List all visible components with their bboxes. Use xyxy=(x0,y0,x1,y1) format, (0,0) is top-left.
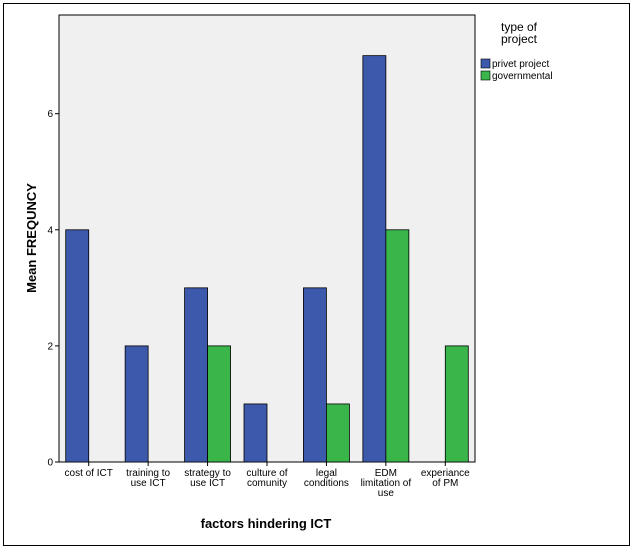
x-tick-label-line: limitation of xyxy=(361,478,412,489)
bar-privet-project xyxy=(303,287,327,463)
x-tick-label-line: use ICT xyxy=(131,478,166,489)
x-tick-label-line: EDM xyxy=(375,468,397,479)
x-tick-label-line: legal xyxy=(316,468,337,479)
x-tick-label: cost of ICT xyxy=(65,468,113,479)
bar-privet-project xyxy=(124,345,149,463)
bar-privet-project xyxy=(184,287,208,463)
bar-governmental xyxy=(444,345,469,463)
y-tick-label: 2 xyxy=(47,341,53,352)
y-tick-label: 6 xyxy=(47,109,53,120)
x-tick-label-line: culture of xyxy=(246,468,287,479)
legend-label: governmental xyxy=(492,71,553,82)
x-tick-label: experiance of PM xyxy=(421,468,470,489)
plot-area xyxy=(58,14,476,463)
bar-privet-project xyxy=(65,229,90,463)
bar-governmental xyxy=(326,403,350,463)
x-tick-label: culture of comunity xyxy=(246,468,287,489)
bar-governmental xyxy=(207,345,231,463)
x-tick-label-line: strategy to xyxy=(184,468,231,479)
x-tick-label: strategy to use ICT xyxy=(184,468,231,489)
legend-title: project xyxy=(501,32,538,46)
y-tick-label: 0 xyxy=(47,458,53,469)
y-axis-title: Mean FREQUNCY xyxy=(24,183,39,293)
x-tick-label-line: conditions xyxy=(304,478,349,489)
x-tick-label-line: experiance xyxy=(421,468,470,479)
x-axis-title: factors hindering ICT xyxy=(201,516,332,531)
legend-label: privet project xyxy=(492,59,549,70)
legend-swatch xyxy=(480,70,491,81)
x-tick-label: EDM limitation of use xyxy=(361,468,412,499)
x-tick-label-line: use ICT xyxy=(190,478,225,489)
y-tick-label: 4 xyxy=(47,225,53,236)
x-tick-label-line: cost of ICT xyxy=(65,468,113,479)
x-tick-label: training to use ICT xyxy=(126,468,170,489)
x-tick-label: legal conditions xyxy=(304,468,349,489)
legend-title: type of xyxy=(501,20,538,34)
x-tick-label-line: training to xyxy=(126,468,170,479)
x-tick-label-line: use xyxy=(378,488,395,499)
bar-governmental xyxy=(385,229,410,463)
bar-privet-project xyxy=(243,403,268,463)
x-tick-label-line: of PM xyxy=(432,478,458,489)
bar-privet-project xyxy=(362,55,387,463)
legend-swatch xyxy=(480,58,491,69)
x-tick-label-line: comunity xyxy=(247,478,287,489)
